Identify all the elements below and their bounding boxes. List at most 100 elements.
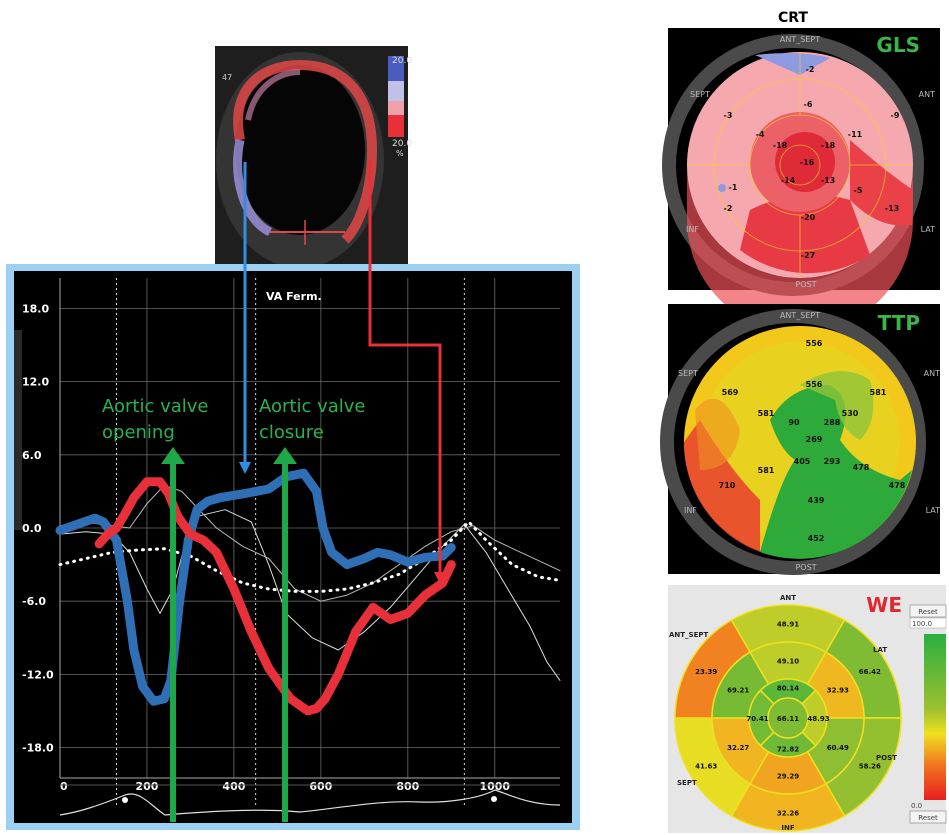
ttp-segment-value: 569 [722, 388, 739, 397]
we-segment-value: 32.26 [777, 810, 799, 818]
y-tick-label: 6.0 [22, 449, 42, 462]
we-segment-value: 60.49 [827, 744, 849, 752]
we-lat-label: LAT [873, 646, 887, 654]
we-inf-label: INF [781, 824, 794, 832]
ttp-segment-value: 439 [808, 496, 825, 505]
y-tick-label: -18.0 [22, 742, 54, 755]
echo-scale-unit: % [396, 149, 404, 158]
we-ant-label: ANT [780, 594, 796, 602]
y-tick-label: 12.0 [22, 376, 49, 389]
aortic-opening-arrow [161, 447, 185, 822]
x-tick-label: 800 [396, 780, 419, 793]
gls-sept-label: SEPT [690, 90, 710, 99]
gls-segment-value: -16 [800, 158, 815, 167]
we-segment-value: 41.63 [695, 762, 717, 770]
ttp-segment-value: 478 [889, 481, 906, 490]
plot-ticks: 18.0 12.0 6.0 0.0 -6.0 -12.0 -18.0 0 200 400 600 80… [22, 302, 510, 793]
we-segment-value: 80.14 [777, 685, 799, 693]
aortic-closure-arrow [273, 447, 297, 822]
gls-label: GLS [876, 33, 920, 57]
ttp-segment-value: 293 [824, 457, 841, 466]
y-tick-label: -6.0 [22, 595, 46, 608]
left-echo-edge [14, 330, 22, 530]
gls-segment-value: -5 [854, 186, 863, 195]
echo-scale-bottom: 20.0 [392, 139, 412, 149]
x-tick-label: 0 [60, 780, 68, 793]
closure-label-line2: closure [259, 422, 324, 443]
ttp-segment-value: 530 [842, 409, 859, 418]
ttp-label: TTP [878, 311, 920, 335]
gls-segment-value: -11 [848, 130, 863, 139]
we-color-scale[interactable]: Reset 100.0 0.0 Reset [909, 604, 947, 824]
we-segment-value: 32.27 [727, 744, 749, 752]
red-connector-arrow [368, 160, 446, 584]
ttp-segment-value: 478 [853, 463, 870, 472]
y-tick-label: 0.0 [22, 522, 42, 535]
closure-label-line1: Aortic valve [259, 396, 366, 417]
bottom-trace [59, 784, 561, 816]
we-apex-value: 66.11 [777, 715, 799, 723]
we-reset-bottom-label: Reset [918, 814, 938, 822]
ttp-lat-label: LAT [926, 506, 940, 515]
average-dotted-series [58, 520, 562, 593]
x-tick-label: 1000 [479, 780, 510, 793]
we-segment-value: 48.91 [777, 621, 799, 629]
gls-segment-value: -20 [801, 213, 816, 222]
echo-frame-label: 47 [222, 73, 232, 82]
we-reset-top-button[interactable] [909, 604, 947, 618]
lateral-strain-series [94, 477, 456, 716]
x-tick-label: 200 [135, 780, 158, 793]
we-reset-bottom-button[interactable] [909, 810, 947, 824]
x-tick-label: 600 [309, 780, 332, 793]
we-segment-value: 58.26 [859, 762, 881, 770]
we-scale-top-value: 100.0 [912, 620, 932, 628]
we-post-label: POST [876, 754, 897, 762]
gls-segment-value: -27 [801, 251, 815, 260]
ttp-sept-label: SEPT [678, 369, 698, 378]
we-ant-sept-label: ANT_SEPT [669, 631, 709, 639]
echo-scale-top: 20.0 [392, 56, 412, 66]
ttp-segment-value: 581 [758, 466, 775, 475]
opening-label-line1: Aortic valve [102, 396, 209, 417]
ttp-ant-sept-label: ANT_SEPT [780, 311, 820, 320]
ttp-post-label: POST [795, 563, 816, 572]
ttp-segment-value: 581 [758, 409, 775, 418]
gls-ant-sept-label: ANT_SEPT [780, 35, 820, 44]
gls-segment-value: -13 [821, 176, 835, 185]
gls-segment-value: -18 [773, 141, 788, 150]
ttp-segment-value: 90 [788, 418, 800, 427]
we-segment-value: 69.21 [727, 686, 749, 694]
gls-post-label: POST [795, 280, 816, 289]
ttp-segment-value: 405 [794, 457, 811, 466]
we-segment-value: 32.93 [827, 686, 849, 694]
blue-connector-arrow [239, 162, 251, 474]
we-sept-label: SEPT [677, 779, 697, 787]
gls-bullseye [662, 34, 924, 333]
ttp-segment-value: 269 [806, 435, 823, 444]
ttp-bullseye [660, 309, 926, 575]
gls-segment-value: -9 [891, 111, 900, 120]
ttp-inf-label: INF [684, 506, 697, 515]
we-segment-value: 72.82 [777, 746, 799, 754]
echo-image: 47 20.0 20.0 % [215, 46, 412, 274]
gls-ant-label: ANT [919, 90, 935, 99]
x-tick-label: 400 [222, 780, 245, 793]
gls-segment-value: -1 [729, 183, 738, 192]
gls-segment-values: -2 -3 -9 -6 -4 -11 -18 -18 -16 -1 -14 -13 -5 -2 -13 -20… [724, 65, 900, 260]
y-tick-label: 18.0 [22, 302, 49, 315]
we-scale-bottom-value: 0.0 [911, 802, 922, 810]
ttp-segment-value: 452 [808, 534, 825, 543]
gls-lat-label: LAT [921, 225, 935, 234]
gls-segment-value: -4 [756, 130, 765, 139]
gls-inf-label: INF [686, 225, 699, 234]
chart-background [14, 271, 572, 823]
we-segment-value: 66.42 [859, 668, 881, 676]
ttp-segment-value: 288 [824, 418, 841, 427]
ttp-segment-value: 581 [870, 388, 887, 397]
we-segment-value: 49.10 [777, 658, 799, 666]
gls-segment-value: -6 [804, 100, 813, 109]
septal-strain-series [55, 468, 456, 706]
gls-segment-value: -14 [781, 176, 796, 185]
